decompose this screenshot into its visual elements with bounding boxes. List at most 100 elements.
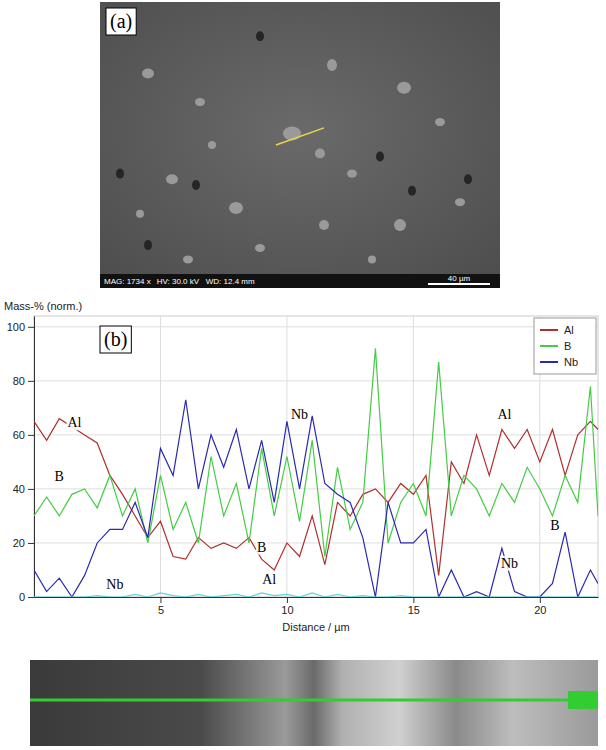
tick-mark [540, 597, 541, 603]
tick-mark [28, 435, 34, 436]
particle [142, 69, 154, 79]
tick-label: 5 [158, 604, 164, 616]
info-text: HV: 30.0 kV [157, 277, 200, 286]
label-box [100, 326, 131, 353]
tick: 40 [13, 483, 34, 495]
annotation: Al [262, 572, 276, 587]
pit [116, 169, 124, 179]
legend-swatch [540, 345, 558, 347]
annotation-ground [290, 407, 309, 422]
panel-label: (a) [110, 10, 132, 33]
annotation: B [550, 518, 559, 533]
legend-swatch [540, 361, 558, 363]
lines [34, 348, 598, 597]
figure: (a)MAG: 1734 xHV: 30.0 kVWD: 12.4 mm40 µ… [0, 0, 606, 750]
particle [455, 198, 465, 206]
tick-mark [28, 489, 34, 490]
annotation-ground [256, 540, 267, 555]
legend-label: B [564, 340, 571, 352]
grid-line [413, 316, 414, 597]
tick: 10 [281, 597, 293, 616]
tick-label: 20 [13, 537, 25, 549]
series-line [34, 400, 598, 597]
scale-bar [428, 283, 490, 285]
info-text: MAG: 1734 x [104, 277, 151, 286]
tick-mark [28, 543, 34, 544]
tick: 20 [13, 537, 34, 549]
tick-label: 15 [408, 604, 420, 616]
legend-label: Al [564, 324, 574, 336]
panel-label: (b) [104, 328, 127, 351]
annotation: B [55, 469, 64, 484]
particle [136, 210, 144, 218]
tick-mark [28, 327, 34, 328]
tick-label: 40 [13, 483, 25, 495]
particle [195, 98, 205, 106]
pit [192, 180, 200, 190]
annotation: Al [67, 415, 81, 430]
tick-label: 80 [13, 375, 25, 387]
legend-label: Nb [564, 356, 578, 368]
info-text: WD: 12.4 mm [206, 277, 255, 286]
grid-line [34, 542, 598, 543]
particle [166, 174, 178, 184]
tick: 20 [534, 597, 546, 616]
micrograph [100, 2, 500, 288]
particle [397, 82, 411, 94]
particle [435, 118, 445, 126]
info-bar [100, 274, 500, 288]
scan-path [30, 699, 568, 702]
particle [347, 170, 357, 178]
annotation: Nb [291, 407, 308, 422]
panel-b: Mass-% (norm.) 0 20 40 60 80 100 5 10 15 20 Distanc… [4, 300, 599, 633]
tick-label: 0 [19, 591, 25, 603]
particle [283, 127, 301, 141]
tick-mark [287, 597, 288, 603]
tick-label: 10 [281, 604, 293, 616]
tick: 15 [408, 597, 420, 616]
tick-mark [160, 597, 161, 603]
annotation: Nb [501, 556, 518, 571]
x-axis-title: Distance / µm [282, 621, 349, 633]
series-line [34, 348, 598, 556]
series-line [34, 419, 598, 576]
label-box [106, 8, 136, 35]
tick-label: 100 [7, 321, 25, 333]
annotation-ground [105, 577, 124, 592]
annotation-ground [496, 407, 512, 422]
legend: Al B Nb [534, 318, 596, 374]
particle [368, 255, 376, 263]
tick: 5 [158, 597, 164, 616]
annotation-ground [54, 469, 65, 484]
annotation: Al [497, 407, 511, 422]
particle [229, 202, 243, 214]
tick-mark [28, 597, 34, 598]
scan-line [276, 128, 324, 145]
particle [394, 219, 406, 231]
pit [376, 151, 384, 161]
scan-strip [30, 660, 598, 746]
annotation-ground [66, 415, 82, 430]
tick: 80 [13, 375, 34, 387]
tick: 0 [19, 591, 34, 603]
particle [319, 220, 329, 230]
legend-box [534, 318, 596, 374]
grid [34, 316, 598, 597]
x-axis: 5 10 15 20 [35, 597, 599, 616]
axis-line [35, 597, 599, 598]
grid-line [160, 316, 161, 597]
y-axis-title: Mass-% (norm.) [4, 300, 82, 312]
tick: 100 [7, 321, 34, 333]
annotation: B [257, 540, 266, 555]
tick-label: 60 [13, 429, 25, 441]
annotation-ground [549, 518, 560, 533]
tick-mark [28, 381, 34, 382]
annotation-ground [500, 556, 519, 571]
annotation-ground [261, 572, 277, 587]
strip-image [30, 660, 598, 746]
annotations: AlBNbNbBAlAlBNb [54, 407, 561, 592]
particle [327, 59, 337, 71]
plot-frame [34, 316, 598, 597]
series-line [34, 593, 598, 597]
tick: 60 [13, 429, 34, 441]
